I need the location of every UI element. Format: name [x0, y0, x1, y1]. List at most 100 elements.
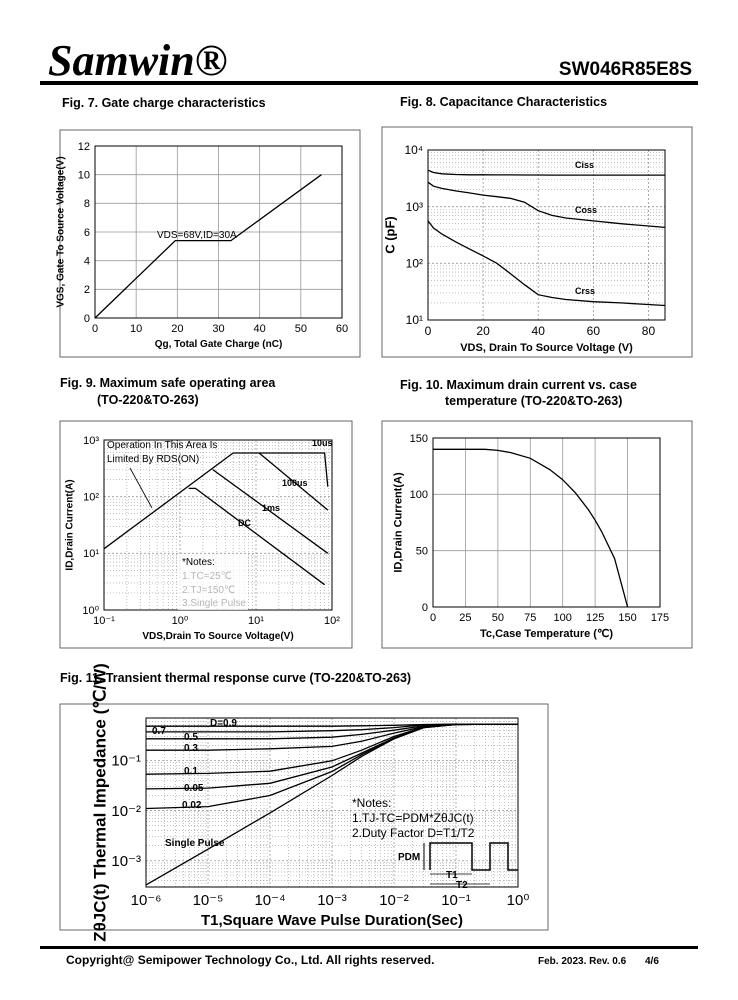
- y-tick-label: 100: [410, 489, 428, 501]
- series-label: 0.5: [184, 732, 198, 743]
- x-tick-label: 0: [430, 612, 436, 624]
- y-tick-label: 10³: [406, 200, 423, 214]
- series-label: Coss: [575, 205, 597, 215]
- data-line: [427, 181, 666, 229]
- figure-frame: [381, 126, 693, 358]
- y-tick-label: 2: [84, 284, 90, 296]
- plot-border: [432, 437, 661, 608]
- figure-title: Fig. 7. Gate charge characteristics: [62, 96, 266, 110]
- annotation: Limited By RDS(ON): [107, 454, 199, 465]
- x-tick-label: 10⁻³: [317, 892, 347, 909]
- x-tick-label: 175: [651, 612, 669, 624]
- x-tick-label: 10⁻⁶: [131, 892, 162, 909]
- x-tick-label: 30: [212, 323, 224, 335]
- x-axis-label: VDS,Drain To Source Voltage(V): [142, 631, 293, 642]
- data-line: [188, 487, 325, 586]
- figure-title: Fig. 10. Maximum drain current vs. case: [400, 378, 637, 392]
- annotation: 2.Duty Factor D=T1/T2: [352, 826, 475, 840]
- x-tick-label: 10⁻⁵: [193, 892, 224, 909]
- y-axis-label: VGS, Gate To Source Voltage(V): [56, 156, 67, 307]
- header-rule: [40, 81, 698, 85]
- series-label: 0.7: [152, 726, 166, 737]
- data-line: [212, 469, 329, 554]
- series-label: D=0.9: [210, 718, 237, 729]
- pulse-wave: [429, 842, 518, 871]
- series-label: 0.3: [184, 743, 198, 754]
- annotation: T1: [446, 870, 458, 881]
- x-tick-label: 75: [524, 612, 536, 624]
- x-tick-label: 10⁻¹: [93, 615, 115, 627]
- series-label: DC: [238, 518, 251, 528]
- x-axis-label: VDS, Drain To Source Voltage (V): [460, 342, 633, 354]
- x-tick-label: 20: [476, 324, 490, 338]
- x-axis-label: Qg, Total Gate Charge (nC): [155, 339, 283, 350]
- data-line: [433, 448, 629, 608]
- x-tick-label: 20: [171, 323, 183, 335]
- data-line: [427, 169, 665, 176]
- y-axis-label: ZθJC(t) Thermal Impedance (℃/W): [91, 663, 110, 942]
- x-tick-label: 40: [532, 324, 546, 338]
- y-axis-label: ID,Drain Current(A): [393, 472, 405, 573]
- x-tick-label: 10⁻¹: [441, 892, 471, 909]
- annotation: 1.TJ-TC=PDM*ZθJC(t): [352, 811, 474, 825]
- y-tick-label: 0: [422, 602, 428, 614]
- x-tick-label: 10⁻²: [379, 892, 409, 909]
- x-tick-label: 10⁻⁴: [254, 892, 285, 909]
- annotation: VDS=68V,ID=30A: [157, 230, 237, 241]
- figure-frame: [59, 129, 361, 358]
- plot-border: [94, 145, 343, 319]
- brand: Samwin®: [48, 36, 228, 85]
- annotation: PDM: [398, 852, 420, 863]
- x-tick-label: 10¹: [248, 615, 264, 627]
- x-tick-label: 100: [554, 612, 572, 624]
- y-tick-label: 10⁻³: [111, 853, 141, 870]
- annotation: *Notes:: [352, 796, 391, 810]
- figure-title: Fig. 9. Maximum safe operating area: [60, 376, 276, 390]
- y-tick-label: 10: [78, 170, 90, 182]
- figure-frame: [59, 703, 549, 931]
- y-tick-label: 4: [84, 256, 90, 268]
- data-line: [145, 723, 519, 886]
- y-axis-label: ID,Drain Current(A): [65, 479, 76, 570]
- y-tick-label: 50: [416, 546, 428, 558]
- x-tick-label: 60: [336, 323, 348, 335]
- series-label: 10us: [312, 438, 333, 448]
- copyright: Copyright@ Semipower Technology Co., Ltd…: [66, 953, 434, 967]
- y-tick-label: 12: [78, 141, 90, 153]
- figure-frame: [59, 420, 353, 649]
- y-tick-label: 10¹: [406, 313, 423, 327]
- y-tick-label: 10⁻¹: [111, 753, 141, 770]
- data-line: [258, 452, 329, 511]
- data-line: [233, 452, 329, 487]
- y-tick-label: 10⁻²: [111, 803, 141, 820]
- figure-subtitle: (TO-220&TO-263): [97, 393, 199, 407]
- y-tick-label: 10⁴: [404, 143, 423, 157]
- x-tick-label: 0: [92, 323, 98, 335]
- y-tick-label: 10³: [83, 435, 99, 447]
- x-tick-label: 80: [642, 324, 656, 338]
- x-axis-label: T1,Square Wave Pulse Duration(Sec): [201, 912, 463, 929]
- figure-title: Fig. 11. Transient thermal response curv…: [60, 671, 411, 685]
- y-tick-label: 150: [410, 433, 428, 445]
- x-tick-label: 25: [459, 612, 471, 624]
- y-tick-label: 8: [84, 198, 90, 210]
- data-line: [427, 220, 666, 307]
- series-label: Single Pulse: [165, 838, 225, 849]
- series-label: Crss: [575, 286, 595, 296]
- annotation: *Notes:: [182, 557, 215, 568]
- page-number: 4/6: [645, 956, 659, 967]
- notes-box: [178, 554, 248, 610]
- y-tick-label: 6: [84, 227, 90, 239]
- plot-border: [145, 717, 519, 888]
- series-label: 1ms: [262, 503, 280, 513]
- plot-border: [427, 149, 666, 321]
- annotation: Operation In This Area Is: [107, 440, 217, 451]
- series-label: 0.1: [184, 766, 198, 777]
- y-axis-label: C (pF): [382, 216, 397, 254]
- x-tick-label: 50: [295, 323, 307, 335]
- y-tick-label: 10⁰: [82, 605, 99, 617]
- annotation: T2: [456, 880, 468, 891]
- figure-title: Fig. 8. Capacitance Characteristics: [400, 95, 607, 109]
